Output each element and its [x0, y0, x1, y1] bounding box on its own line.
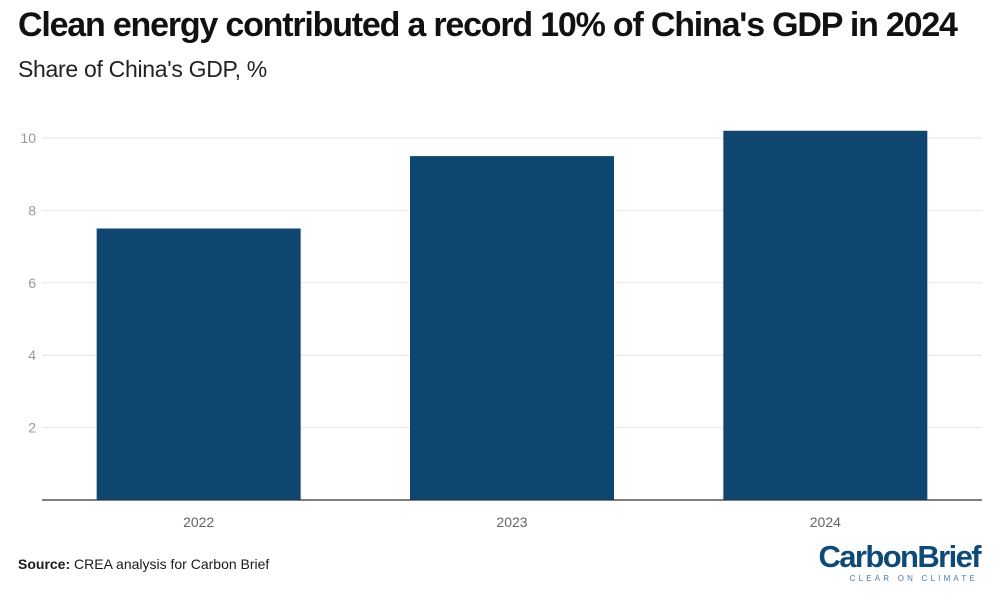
x-tick-label: 2024 — [810, 514, 841, 530]
y-tick-label: 6 — [28, 275, 36, 291]
bar-2022 — [96, 228, 301, 500]
logo-wordmark: CarbonBrief — [818, 539, 981, 574]
chart-subtitle: Share of China's GDP, % — [18, 56, 267, 82]
source-label: Source: — [18, 556, 71, 572]
y-tick-label: 8 — [28, 202, 36, 218]
carbon-brief-logo: CarbonBrief CLEAR ON CLIMATE — [818, 539, 981, 584]
y-tick-label: 4 — [28, 347, 36, 363]
x-tick-label: 2023 — [496, 514, 527, 530]
chart-title: Clean energy contributed a record 10% of… — [18, 6, 958, 44]
source-note: Source: CREA analysis for Carbon Brief — [18, 556, 269, 572]
bar-chart: 2 4 6 8 10 2022 2023 2024 — [20, 130, 982, 530]
logo-tagline: CLEAR ON CLIMATE — [849, 574, 978, 583]
x-tick-label: 2022 — [183, 514, 214, 530]
y-tick-label: 10 — [20, 130, 36, 146]
source-text: CREA analysis for Carbon Brief — [74, 556, 270, 572]
bar-2023 — [410, 156, 614, 500]
y-tick-label: 2 — [28, 420, 36, 436]
bar-2024 — [723, 130, 928, 500]
